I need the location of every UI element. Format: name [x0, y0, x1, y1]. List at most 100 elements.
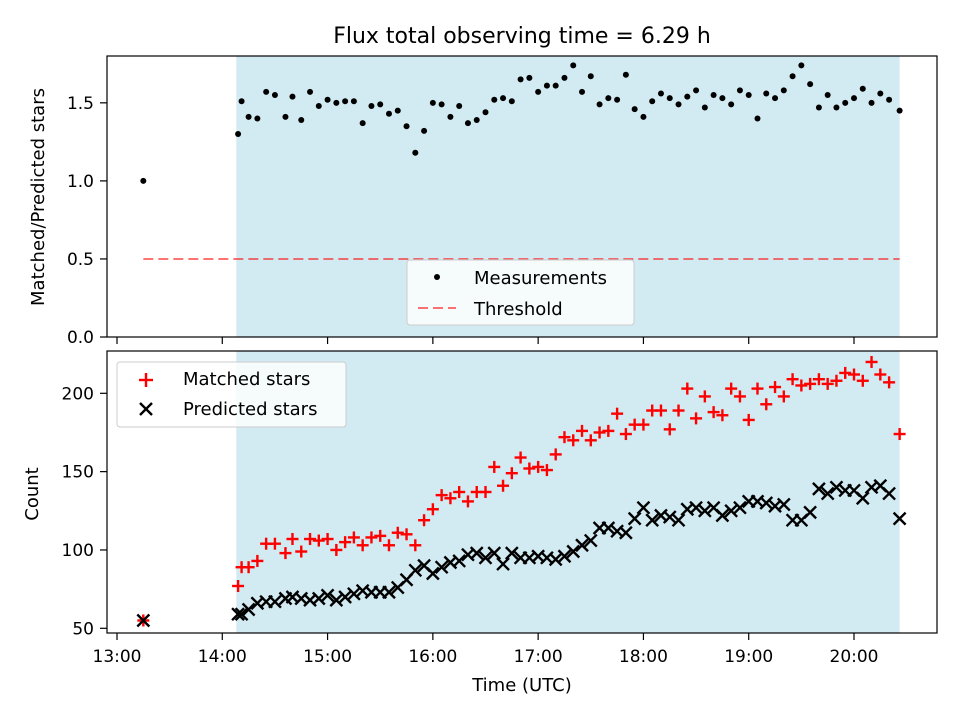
predicted-point: [733, 500, 747, 515]
top-panel: 0.0 0.5 1.0 1.5 Matched/Predicted stars Mea…: [28, 55, 938, 348]
matched-point: [488, 460, 501, 473]
matched-point: [637, 418, 650, 431]
measurement-point: [438, 101, 445, 108]
x-tick-label: 19:00: [724, 647, 773, 667]
matched-point: [874, 368, 887, 381]
measurement-point: [657, 90, 664, 97]
predicted-point: [776, 497, 791, 512]
measurement-point: [298, 117, 305, 124]
measurement-point: [684, 93, 691, 100]
matched-point: [497, 479, 510, 492]
matched-point: [812, 373, 825, 386]
measurement-point: [289, 93, 296, 100]
measurement-point: [342, 98, 349, 105]
y-tick-label: 1.5: [67, 94, 94, 114]
measurement-point: [815, 104, 822, 111]
measurement-point: [447, 113, 454, 120]
measurement-point: [693, 87, 700, 94]
measurement-point: [666, 95, 673, 102]
measurement-point: [789, 73, 796, 80]
measurement-point: [263, 88, 270, 95]
matched-point: [760, 398, 773, 411]
measurement-point: [842, 99, 849, 106]
matched-point: [356, 539, 369, 552]
matched-point: [654, 404, 667, 417]
x-axis-ticks: 13:00 14:00 15:00 16:00 17:00 18:00 19:00 20:00: [93, 633, 879, 667]
predicted-point: [583, 533, 598, 548]
predicted-point: [892, 511, 907, 526]
matched-point: [558, 431, 571, 444]
predicted-point: [855, 491, 870, 506]
measurement-point: [728, 101, 735, 108]
measurement-point: [710, 92, 717, 99]
predicted-point: [548, 552, 563, 567]
predicted-point: [320, 588, 335, 603]
matched-point: [576, 424, 589, 437]
measurement-point: [254, 115, 261, 122]
matched-point: [856, 374, 869, 387]
measurement-point: [543, 82, 550, 89]
matched-point: [295, 545, 308, 558]
matched-point: [716, 409, 729, 422]
predicted-point: [820, 486, 835, 501]
measurement-point: [605, 95, 612, 102]
top-y-ticks: 0.0 0.5 1.0 1.5: [67, 94, 107, 348]
measurement-point: [824, 92, 831, 99]
predicted-point: [347, 586, 361, 601]
predicted-point: [812, 482, 826, 496]
matched-point: [286, 533, 299, 545]
matched-point: [540, 464, 553, 477]
predicted-point: [231, 607, 245, 622]
matched-point: [268, 537, 281, 550]
measurement-point: [640, 113, 647, 120]
measurement-point: [324, 96, 331, 103]
matched-point: [769, 381, 782, 394]
matched-point: [804, 377, 817, 390]
measurement-point: [736, 87, 743, 94]
predicted-point: [671, 513, 686, 528]
predicted-point: [882, 486, 896, 501]
matched-point: [725, 382, 738, 395]
matched-point: [426, 503, 439, 516]
measurement-point: [763, 90, 770, 97]
measurement-point: [517, 76, 524, 83]
legend-measurements-label: Measurements: [474, 268, 607, 289]
figure-title: Flux total observing time = 6.29 h: [333, 24, 711, 49]
predicted-point: [829, 480, 844, 495]
predicted-point: [382, 585, 396, 600]
matched-point: [304, 533, 317, 545]
matched-point: [435, 489, 448, 502]
measurement-point: [421, 127, 428, 134]
matched-point: [795, 379, 808, 392]
measurement-point: [570, 62, 577, 69]
legend-predicted-marker: [139, 402, 153, 416]
measurement-point: [307, 88, 314, 95]
predicted-point: [697, 503, 712, 518]
measurement-point: [385, 110, 392, 117]
predicted-point: [724, 503, 739, 518]
measurement-point: [526, 74, 533, 81]
measurement-point: [473, 117, 480, 124]
predicted-point: [426, 566, 440, 581]
measurement-point: [245, 113, 252, 120]
predicted-point: [234, 607, 249, 622]
predicted-points: [136, 478, 907, 628]
top-legend-box: [406, 259, 635, 326]
measurement-point: [235, 131, 242, 138]
measurement-point: [896, 107, 903, 114]
measurement-point: [491, 96, 498, 103]
measurement-point: [482, 109, 489, 116]
predicted-point: [803, 505, 817, 520]
measurement-point: [614, 96, 621, 103]
predicted-point: [575, 538, 589, 553]
measurement-point: [394, 107, 401, 114]
matched-point: [339, 536, 352, 549]
bottom-legend: Matched stars Predicted stars: [116, 361, 347, 428]
matched-point: [444, 492, 457, 505]
measurement-point: [772, 95, 779, 102]
matched-point: [382, 539, 395, 552]
matched-point: [409, 539, 422, 552]
measurement-point: [719, 95, 726, 102]
matched-point: [365, 531, 378, 544]
measurement-point: [877, 90, 884, 97]
